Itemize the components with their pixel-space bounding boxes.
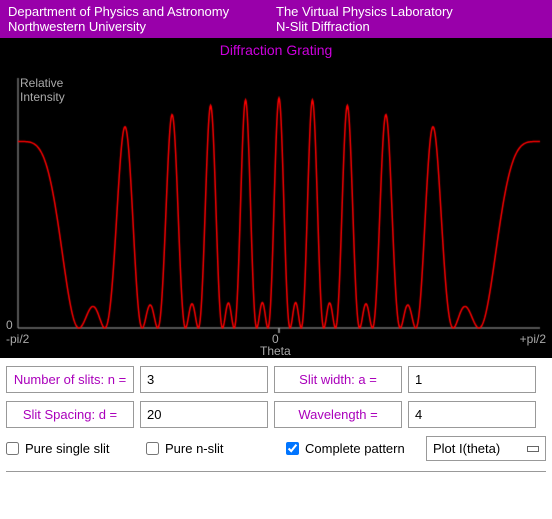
complete-label: Complete pattern <box>305 441 405 456</box>
wavelength-input[interactable] <box>408 401 536 428</box>
lab-text: The Virtual Physics Laboratory <box>276 4 544 19</box>
param-row-1: Number of slits: n = Slit width: a = <box>6 366 546 393</box>
univ-text: Northwestern University <box>8 19 276 34</box>
n-slits-label: Number of slits: n = <box>6 366 134 393</box>
pure-single-checkbox[interactable] <box>6 442 19 455</box>
slit-width-input[interactable] <box>408 366 536 393</box>
diffraction-plot <box>0 38 552 358</box>
divider <box>6 471 546 472</box>
complete-checkbox[interactable] <box>286 442 299 455</box>
pure-single-group: Pure single slit <box>6 441 142 456</box>
options-row: Pure single slit Pure n-slit Complete pa… <box>6 436 546 461</box>
n-slits-input[interactable] <box>140 366 268 393</box>
complete-group: Complete pattern <box>286 441 422 456</box>
pure-n-checkbox[interactable] <box>146 442 159 455</box>
pure-n-group: Pure n-slit <box>146 441 282 456</box>
param-row-2: Slit Spacing: d = Wavelength = <box>6 401 546 428</box>
wavelength-label: Wavelength = <box>274 401 402 428</box>
controls-panel: Number of slits: n = Slit width: a = Sli… <box>0 358 552 480</box>
plot-select-value: Plot I(theta) <box>433 441 500 456</box>
slit-spacing-input[interactable] <box>140 401 268 428</box>
header-bar: Department of Physics and Astronomy Nort… <box>0 0 552 38</box>
topic-text: N-Slit Diffraction <box>276 19 544 34</box>
plot-select[interactable]: Plot I(theta) <box>426 436 546 461</box>
dept-text: Department of Physics and Astronomy <box>8 4 276 19</box>
y-zero-label: 0 <box>6 318 13 332</box>
y-axis-label-1: Relative <box>20 76 63 90</box>
chart-area: Diffraction Grating Relative Intensity 0… <box>0 38 552 358</box>
x-axis-label: Theta <box>260 344 291 358</box>
header-left: Department of Physics and Astronomy Nort… <box>8 4 276 34</box>
x-min-label: -pi/2 <box>6 332 29 346</box>
slit-spacing-label: Slit Spacing: d = <box>6 401 134 428</box>
slit-width-label: Slit width: a = <box>274 366 402 393</box>
pure-single-label: Pure single slit <box>25 441 110 456</box>
x-max-label: +pi/2 <box>520 332 546 346</box>
y-axis-label-2: Intensity <box>20 90 65 104</box>
pure-n-label: Pure n-slit <box>165 441 224 456</box>
pulldown-icon <box>527 446 539 452</box>
header-right: The Virtual Physics Laboratory N-Slit Di… <box>276 4 544 34</box>
